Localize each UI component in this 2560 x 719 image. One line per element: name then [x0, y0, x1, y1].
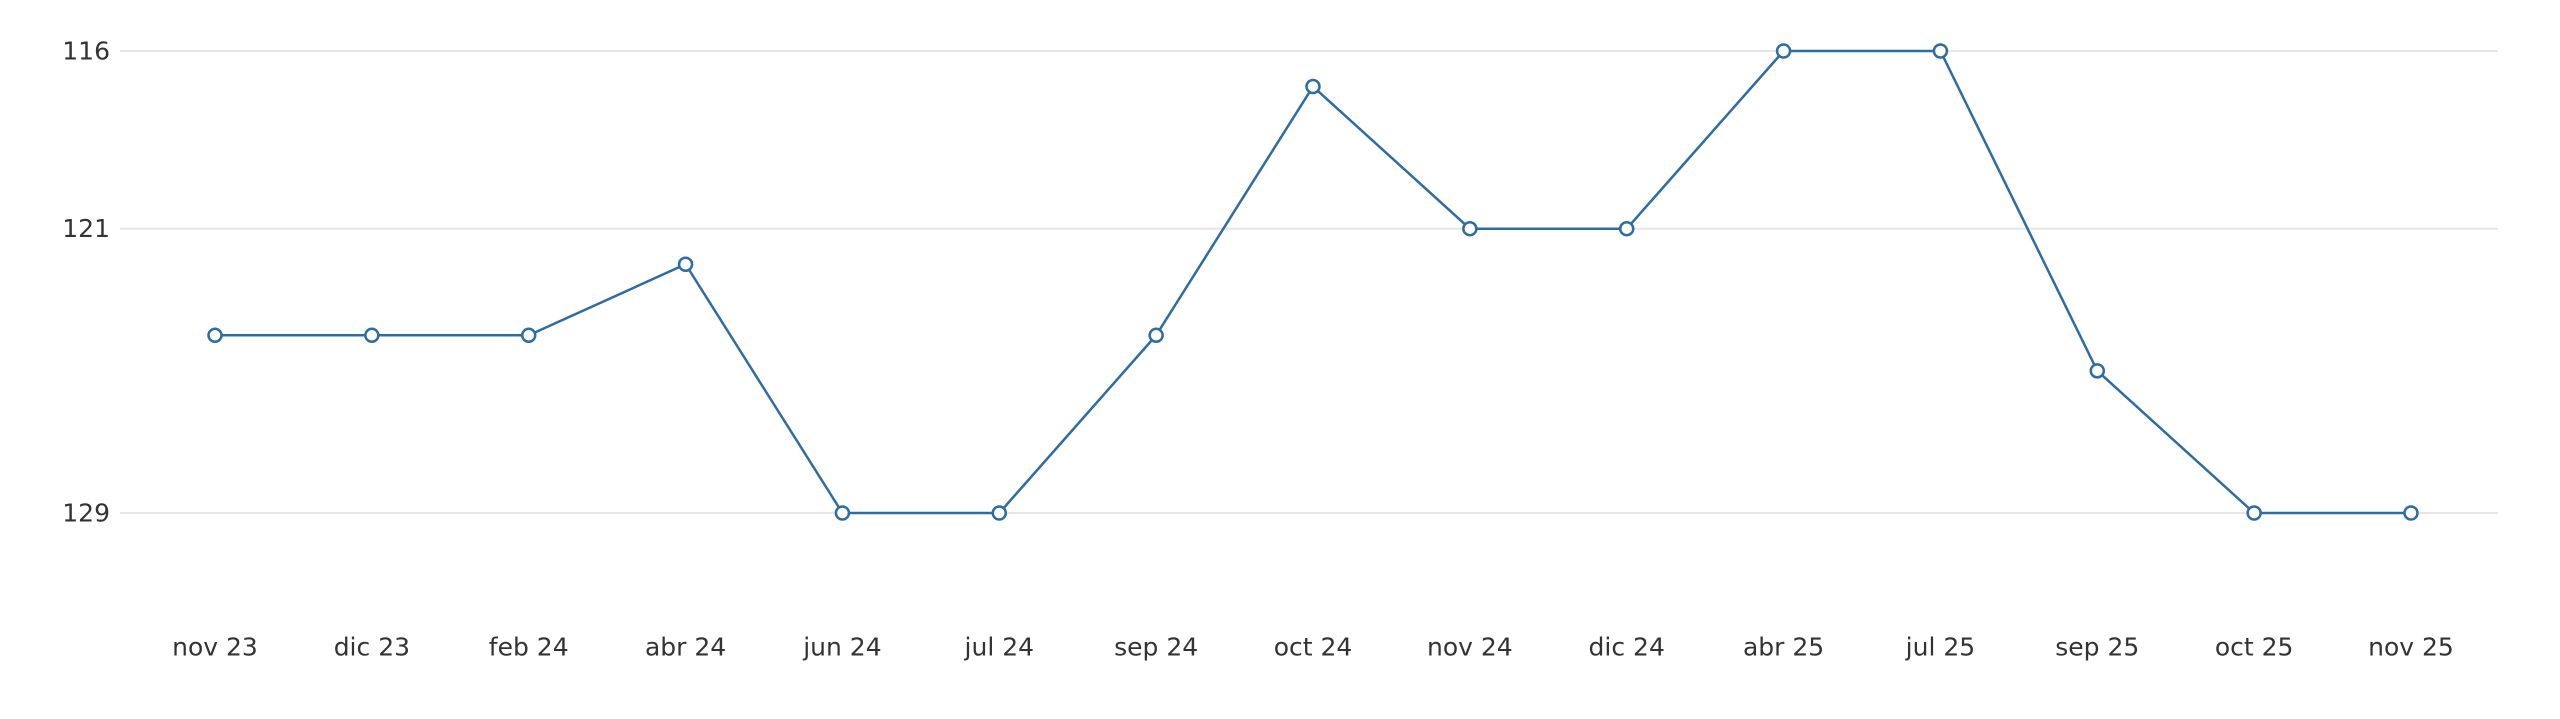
data-point[interactable] [991, 505, 1008, 521]
x-tick-label: abr 25 [1743, 633, 1824, 662]
data-point[interactable] [520, 327, 537, 344]
x-tick-label: sep 24 [1114, 633, 1198, 662]
x-tick-label: jul 24 [964, 633, 1035, 662]
x-tick-label: dic 23 [334, 633, 410, 662]
y-axis: 116 121 129 [62, 37, 110, 528]
data-point[interactable] [2246, 505, 2262, 521]
x-axis: nov 23 dic 23 feb 24 abr 24 jun 24 jul 24 sep … [172, 633, 2454, 662]
grid-layer [120, 50, 2498, 514]
data-point[interactable] [1618, 220, 1635, 237]
y-tick-label: 129 [62, 499, 110, 528]
data-point[interactable] [1775, 43, 1792, 59]
y-tick-label: 121 [62, 214, 110, 243]
data-point[interactable] [2089, 363, 2106, 379]
series-layer [207, 43, 2419, 521]
x-tick-label: abr 24 [645, 633, 726, 662]
data-point[interactable] [364, 327, 380, 344]
data-point[interactable] [677, 256, 694, 272]
data-point[interactable] [1462, 220, 1478, 237]
data-point[interactable] [1932, 43, 1949, 59]
y-tick-label: 116 [62, 37, 110, 66]
series-line [215, 49, 2411, 515]
data-point[interactable] [1148, 327, 1164, 344]
x-tick-label: feb 24 [489, 633, 569, 662]
data-point[interactable] [2403, 505, 2419, 521]
x-tick-label: nov 24 [1427, 633, 1513, 662]
x-tick-label: jun 24 [802, 633, 881, 662]
x-tick-label: sep 25 [2055, 633, 2139, 662]
x-tick-label: oct 24 [1274, 633, 1353, 662]
data-point[interactable] [1305, 78, 1321, 95]
x-tick-label: nov 25 [2368, 633, 2454, 662]
x-tick-label: jul 25 [1905, 633, 1976, 662]
data-point[interactable] [834, 505, 851, 521]
x-tick-label: oct 25 [2215, 633, 2294, 662]
x-tick-label: dic 24 [1589, 633, 1665, 662]
data-point[interactable] [207, 327, 223, 344]
x-tick-label: nov 23 [172, 633, 258, 662]
